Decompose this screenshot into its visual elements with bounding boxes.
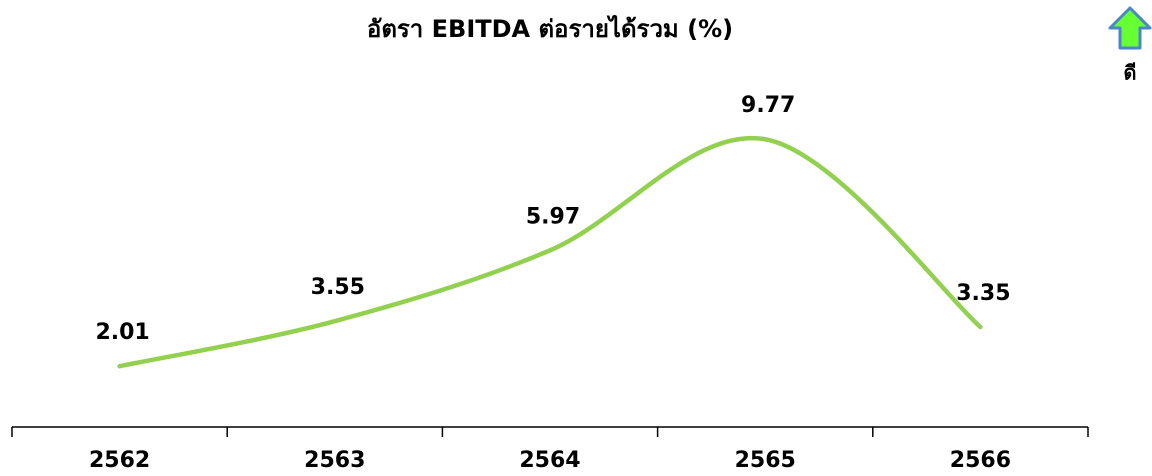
indicator-arrow	[1108, 6, 1152, 50]
arrow-up	[1108, 6, 1152, 50]
chart-title: อัตรา EBITDA ต่อรายได้รวม (%)	[367, 14, 733, 43]
data-label: 3.35	[956, 281, 1010, 306]
x-tick-label: 2563	[304, 448, 365, 473]
data-label: 9.77	[741, 93, 795, 118]
line	[117, 135, 983, 369]
x-tick-label: 2566	[950, 448, 1011, 473]
data-label: 3.55	[311, 275, 365, 300]
x-tick-label: 2564	[519, 448, 580, 473]
data-label: 5.97	[526, 204, 580, 229]
indicator-label: ดี	[1124, 61, 1137, 85]
x-tick-label: 2562	[89, 448, 150, 473]
x-tick-label: 2565	[735, 448, 796, 473]
data-label: 2.01	[95, 320, 149, 345]
